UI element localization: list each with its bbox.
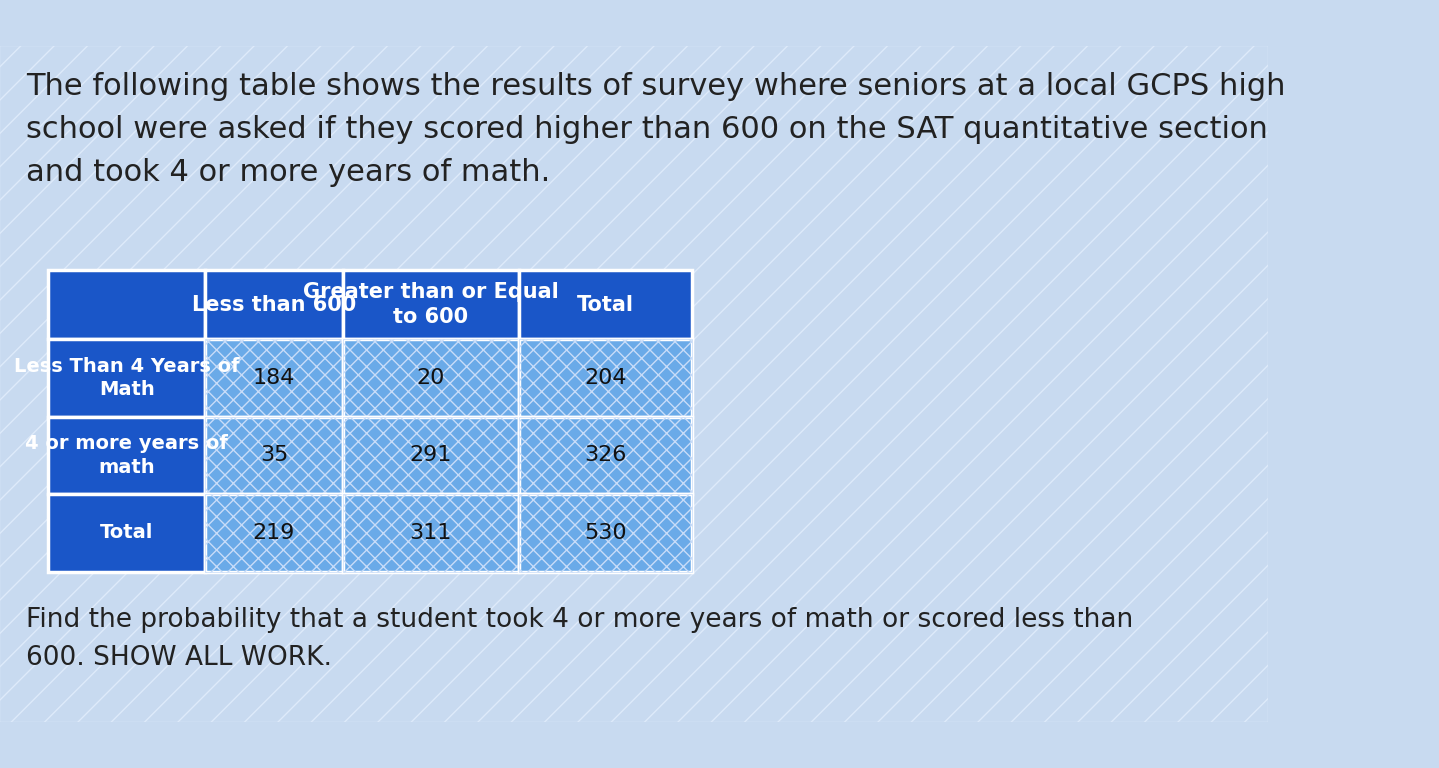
Bar: [342, 494, 519, 571]
Bar: [519, 339, 692, 416]
Bar: [519, 416, 692, 494]
Bar: [206, 494, 342, 571]
Bar: [206, 416, 342, 494]
Text: Find the probability that a student took 4 or more years of math or scored less : Find the probability that a student took…: [26, 607, 1134, 671]
Bar: [342, 270, 519, 339]
Bar: [49, 339, 206, 416]
Bar: [206, 339, 342, 416]
Text: Less than 600: Less than 600: [191, 295, 357, 315]
Text: Less Than 4 Years of
Math: Less Than 4 Years of Math: [14, 356, 240, 399]
Text: 530: 530: [584, 523, 627, 543]
Bar: [49, 270, 206, 339]
Bar: [49, 494, 206, 571]
Bar: [519, 494, 692, 571]
Bar: [342, 494, 519, 571]
Bar: [519, 339, 692, 416]
Bar: [206, 416, 342, 494]
Bar: [519, 416, 692, 494]
Text: The following table shows the results of survey where seniors at a local GCPS hi: The following table shows the results of…: [26, 72, 1286, 187]
Text: 291: 291: [410, 445, 452, 465]
Text: Total: Total: [577, 295, 633, 315]
Bar: [206, 339, 342, 416]
Bar: [342, 339, 519, 416]
Bar: [342, 416, 519, 494]
Text: 4 or more years of
math: 4 or more years of math: [26, 434, 229, 477]
Text: 184: 184: [253, 368, 295, 388]
Text: 20: 20: [417, 368, 445, 388]
Bar: [342, 416, 519, 494]
Text: 311: 311: [410, 523, 452, 543]
Text: Greater than or Equal
to 600: Greater than or Equal to 600: [304, 283, 558, 327]
Text: 204: 204: [584, 368, 626, 388]
Bar: [206, 270, 342, 339]
Bar: [49, 416, 206, 494]
Text: Total: Total: [101, 524, 154, 542]
Bar: [342, 339, 519, 416]
Bar: [519, 270, 692, 339]
Bar: [519, 494, 692, 571]
Text: 219: 219: [253, 523, 295, 543]
Text: 326: 326: [584, 445, 626, 465]
Text: 35: 35: [260, 445, 288, 465]
Bar: [206, 494, 342, 571]
